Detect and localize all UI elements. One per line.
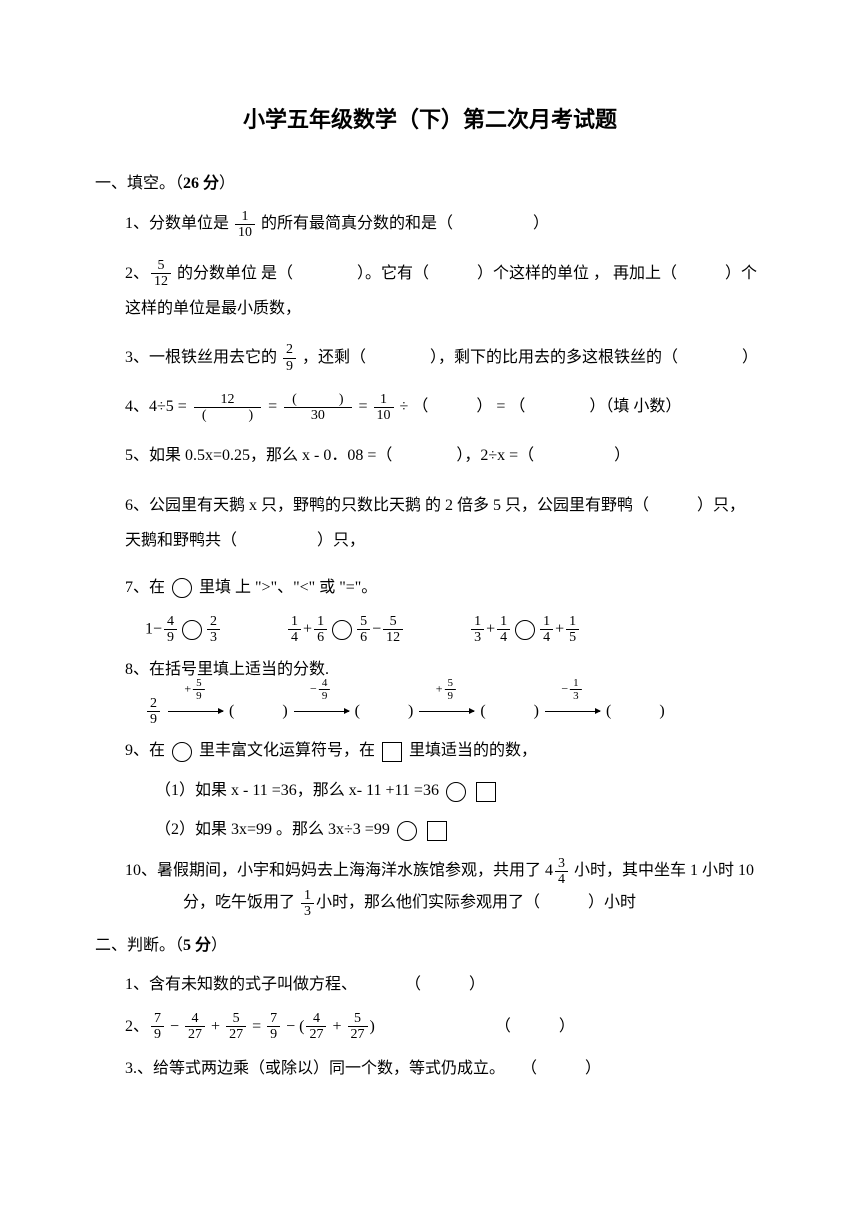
q10-line2: 分，吃午饭用了 13小时，那么他们实际参观用了（ ）小时 [183, 887, 765, 919]
question-3: 3、一根铁丝用去它的 29 ，还剩（ ），剩下的比用去的多这根铁丝的（ ） [125, 340, 765, 375]
question-2: 2、512 的分数单位 是（ ）。它有（ ）个这样的单位 ， 再加上（ ）个 这… [125, 256, 765, 326]
section-1-suffix: ） [219, 175, 235, 192]
q1-prefix: 1、分数单位是 [125, 215, 233, 232]
circle-icon [172, 578, 192, 598]
q10-l2-suffix: 小时，那么他们实际参观用了（ ）小时 [316, 894, 636, 911]
q7-expr-2: 14+1656−512 [286, 614, 405, 646]
q3-fraction: 29 [283, 342, 296, 374]
q2-prefix: 2、 [125, 265, 149, 282]
q10-mden: 4 [555, 872, 568, 887]
section-2-header: 二、判断。（5 分） [95, 932, 765, 961]
question-4: 4、4÷5 = 12( ) = ( )30 = 110 ÷ （ ） = （ ）（… [125, 389, 765, 424]
square-icon [427, 821, 447, 841]
q7-expr-3: 13+1414+15 [469, 614, 581, 646]
q3-suffix: ，还剩（ ），剩下的比用去的多这根铁丝的（ ） [298, 349, 758, 366]
q4-frac3: 110 [374, 392, 394, 424]
circle-icon [515, 620, 535, 640]
question-9: 9、在 里丰富文化运算符号，在 里填适当的的数， [125, 735, 765, 767]
circle-icon [172, 742, 192, 762]
section-1-points: 26 分 [183, 175, 219, 192]
circle-icon [332, 620, 352, 640]
q3-den: 9 [283, 359, 296, 374]
section-1-header: 一、填空。（26 分） [95, 170, 765, 199]
q10-l2-prefix: 分，吃午饭用了 [183, 894, 299, 911]
q8-chain: 29 +59 ( ) −49 ( ) +59 ( ) −13 ( ) [145, 696, 765, 728]
q6-line1: 6、公园里有天鹅 x 只，野鸭的只数比天鹅 的 2 倍多 5 只，公园里有野鸭（… [125, 488, 765, 523]
q4-f2-den: 30 [284, 408, 351, 423]
circle-icon [446, 782, 466, 802]
judge-3: 3.、给等式两边乘（或除以）同一个数，等式仍成立。 （ ） [125, 1053, 765, 1085]
q7-expressions: 1−4923 14+1656−512 13+1414+15 [145, 614, 765, 646]
q10-prefix: 10、暑假期间，小宇和妈妈去上海海洋水族馆参观，共用了 [125, 862, 545, 879]
q3-prefix: 3、一根铁丝用去它的 [125, 349, 281, 366]
q4-frac2: ( )30 [284, 392, 351, 424]
section-2-points: 5 分 [183, 937, 211, 954]
q2-mid: 的分数单位 是（ ）。它有（ ）个这样的单位 ， 再加上（ ）个 [173, 265, 757, 282]
q10-mixed: 434 [545, 855, 570, 887]
q4-f2-num: ( ) [284, 392, 351, 408]
q1-suffix: 的所有最简真分数的和是（ ） [257, 215, 549, 232]
j2-suffix: （ ） [375, 1018, 575, 1035]
q9-sub2: （2）如果 3x=99 。那么 3x÷3 =99 [155, 816, 765, 845]
square-icon [382, 742, 402, 762]
page-title: 小学五年级数学（下）第二次月考试题 [95, 100, 765, 140]
q9-prefix: 9、在 [125, 742, 169, 759]
question-10: 10、暑假期间，小宇和妈妈去上海海洋水族馆参观，共用了 434 小时，其中坐车 … [125, 855, 765, 920]
j2-prefix: 2、 [125, 1018, 149, 1035]
q1-den: 10 [235, 225, 255, 240]
q10-f2d: 3 [301, 904, 314, 919]
arrow-3: +59 [419, 697, 474, 726]
arrow-2: −49 [294, 697, 349, 726]
q9-sub2-text: （2）如果 3x=99 。那么 3x÷3 =99 [155, 821, 394, 838]
q7-expr-1: 1−4923 [145, 614, 222, 646]
q9-mid: 里丰富文化运算符号，在 [195, 742, 379, 759]
q10-mnum: 3 [555, 856, 568, 872]
q4-eq1: = [264, 398, 281, 415]
q10-mid1: 小时，其中坐车 1 小时 10 [570, 862, 754, 879]
question-5: 5、如果 0.5x=0.25，那么 x - 0．08 =（ ），2÷x =（ ） [125, 438, 765, 473]
q4-prefix: 4、4÷5 = [125, 398, 191, 415]
q4-f3-den: 10 [374, 408, 394, 423]
q10-frac2: 13 [301, 888, 314, 920]
arrow-1: +59 [168, 697, 223, 726]
q6-line2: 天鹅和野鸭共（ ）只， [125, 523, 765, 558]
q9-suffix: 里填适当的的数， [405, 742, 537, 759]
q9-sub1: （1）如果 x - 11 =36，那么 x- 11 +11 =36 [155, 777, 765, 806]
q4-eq2: = [355, 398, 372, 415]
q4-f3-num: 1 [374, 392, 394, 408]
section-1-prefix: 一、填空。（ [95, 175, 183, 192]
question-1: 1、分数单位是 110 的所有最简真分数的和是（ ） [125, 206, 765, 241]
arrow-4: −13 [545, 697, 600, 726]
q9-sub1-text: （1）如果 x - 11 =36，那么 x- 11 +11 =36 [155, 782, 443, 799]
question-6: 6、公园里有天鹅 x 只，野鸭的只数比天鹅 的 2 倍多 5 只，公园里有野鸭（… [125, 488, 765, 558]
q1-num: 1 [235, 209, 255, 225]
q7-suffix: 里填 上 ">"、"<" 或 "="。 [195, 579, 377, 596]
q4-f1-den: ( ) [194, 408, 261, 423]
judge-2: 2、79 − 427 + 527 = 79 − (427 + 527) （ ） [125, 1011, 765, 1043]
q7-prefix: 7、在 [125, 579, 169, 596]
q2-den: 12 [151, 274, 171, 289]
q8-start: 29 [147, 696, 160, 728]
q10-f2n: 1 [301, 888, 314, 904]
section-2-prefix: 二、判断。（ [95, 937, 183, 954]
q10-whole: 4 [545, 862, 553, 879]
judge-1: 1、含有未知数的式子叫做方程、 （ ） [125, 969, 765, 1001]
q1-fraction: 110 [235, 209, 255, 241]
question-7: 7、在 里填 上 ">"、"<" 或 "="。 [125, 572, 765, 604]
q2-fraction: 512 [151, 258, 171, 290]
circle-icon [182, 620, 202, 640]
square-icon [476, 782, 496, 802]
circle-icon [397, 821, 417, 841]
q2-num: 5 [151, 258, 171, 274]
q4-frac1: 12( ) [194, 392, 261, 424]
q3-num: 2 [283, 342, 296, 358]
q4-f1-num: 12 [194, 392, 261, 408]
q2-line2: 这样的单位是最小质数， [125, 291, 765, 326]
q4-suffix: ÷ （ ） = （ ）（填 小数） [396, 398, 682, 415]
section-2-suffix: ） [211, 937, 227, 954]
